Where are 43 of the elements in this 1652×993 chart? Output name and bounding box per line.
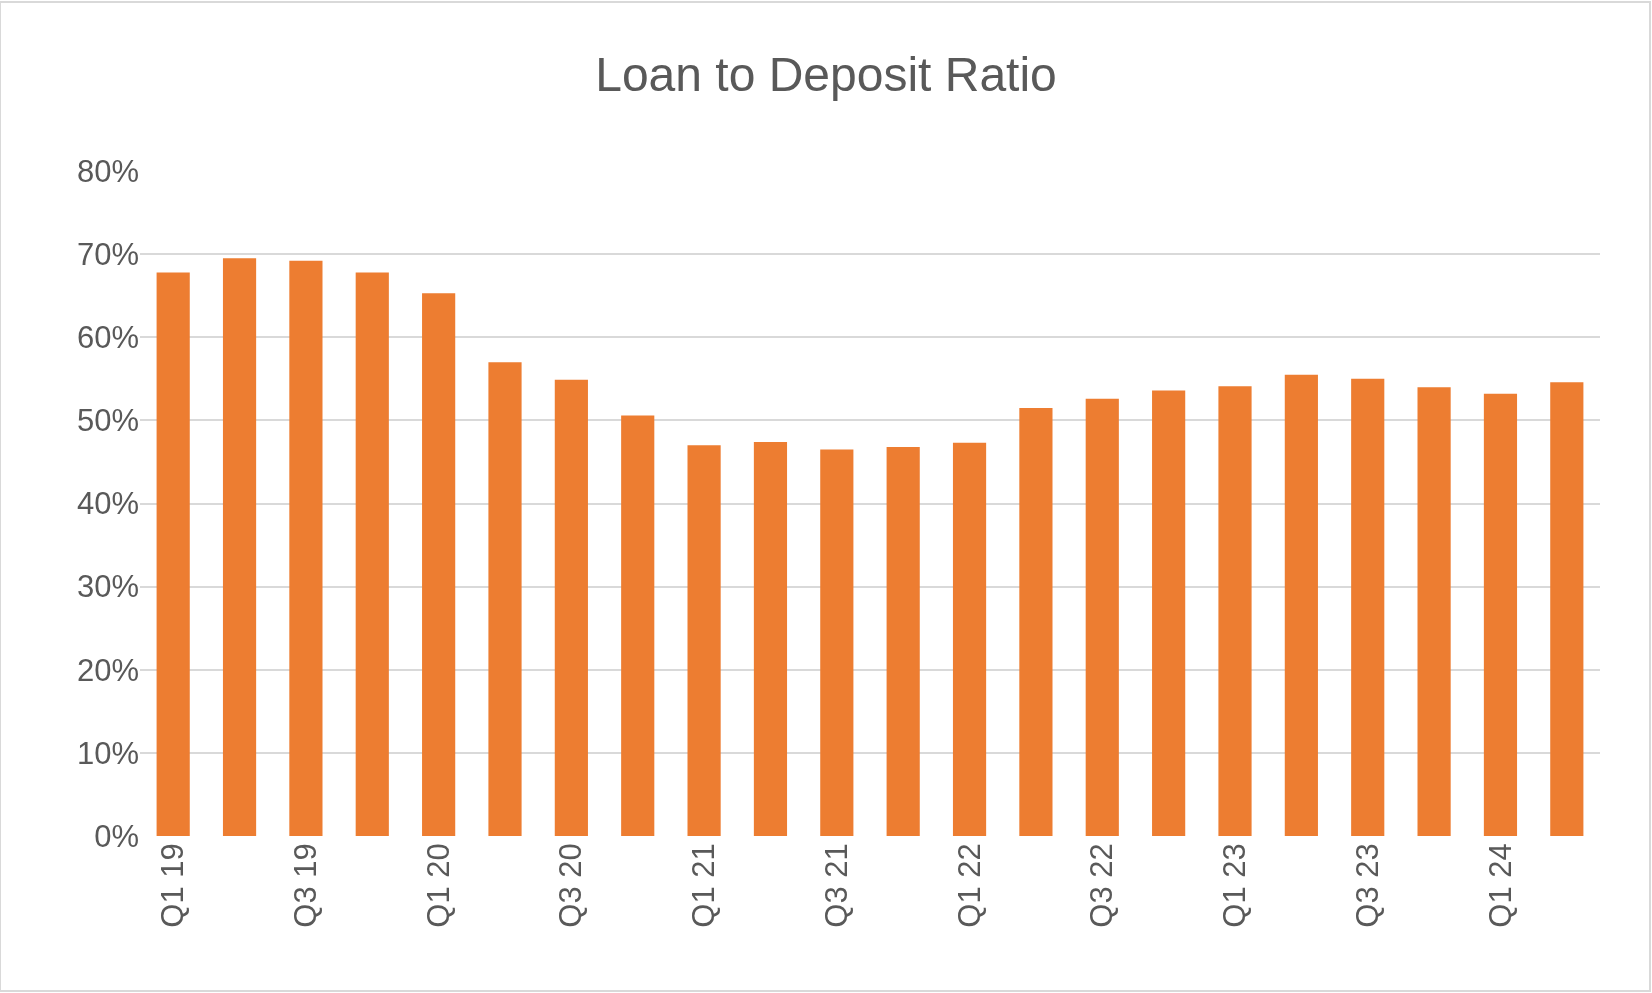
bar [1152, 390, 1186, 836]
y-tick-label: 60% [76, 320, 139, 356]
y-tick-label: 70% [76, 236, 139, 272]
bar [1218, 386, 1252, 836]
bar [1550, 382, 1584, 836]
x-tick-label: Q1 21 [686, 843, 722, 928]
bar [1351, 378, 1385, 836]
y-tick-label: 80% [76, 153, 139, 189]
bar [289, 260, 323, 836]
bar [886, 446, 920, 836]
y-tick-label: 30% [76, 569, 139, 605]
x-tick-label: Q1 19 [155, 843, 191, 928]
x-tick-label: Q3 23 [1349, 843, 1385, 928]
bar [422, 293, 456, 836]
x-tick-label: Q1 20 [420, 843, 456, 928]
bar [952, 442, 987, 836]
chart-title: Loan to Deposit Ratio [595, 48, 1057, 102]
bar [621, 415, 655, 836]
bar [222, 258, 257, 836]
bar [488, 362, 522, 836]
y-tick-label: 50% [76, 403, 139, 439]
y-tick-label: 10% [76, 735, 139, 771]
x-tick-label: Q3 21 [818, 843, 854, 928]
y-tick-label: 20% [76, 652, 139, 688]
x-tick-label: Q3 19 [287, 843, 323, 928]
bar [1019, 407, 1053, 836]
x-tick-label: Q1 22 [951, 843, 987, 928]
x-tick-label: Q3 20 [553, 843, 589, 928]
y-tick-label: 40% [76, 486, 139, 522]
bar [1085, 398, 1119, 836]
bar [355, 272, 389, 836]
x-tick-label: Q1 24 [1482, 843, 1518, 928]
bar [1284, 374, 1318, 836]
bar [554, 379, 588, 836]
bar [1483, 393, 1518, 836]
y-tick-label: 0% [94, 818, 139, 854]
bar [687, 445, 721, 836]
bar [1417, 387, 1451, 836]
x-tick-label: Q1 23 [1217, 843, 1253, 928]
bar [753, 441, 788, 836]
x-tick-label: Q3 22 [1084, 843, 1120, 928]
bar [820, 449, 854, 836]
bar [156, 272, 190, 836]
